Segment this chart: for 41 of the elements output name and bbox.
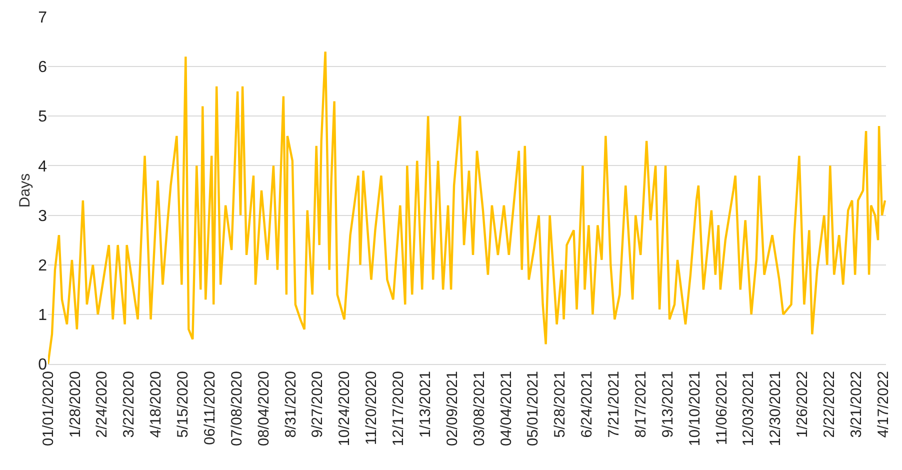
- x-tick-label: 3/22/2020: [120, 371, 138, 438]
- y-tick-label: 4: [38, 158, 48, 176]
- x-tick-label: 6/24/2021: [578, 371, 596, 438]
- y-axis-title: Days: [16, 173, 34, 208]
- x-tick-label: 4/17/2022: [874, 371, 892, 438]
- x-tick-label: 7/21/2021: [606, 371, 623, 438]
- y-tick-label: 2: [38, 257, 48, 274]
- x-tick-label: 12/30/2021: [767, 371, 784, 446]
- x-tick-label: 9/13/2021: [659, 371, 676, 438]
- x-tick-label: 1/26/2022: [794, 371, 812, 438]
- x-tick-label: 9/27/2020: [309, 371, 326, 438]
- x-tick-label: 5/15/2020: [174, 371, 192, 438]
- x-tick-label: 08/04/2020: [255, 371, 272, 446]
- x-tick-label: 8/31/2020: [282, 371, 300, 438]
- x-tick-label: 04/04/2021: [498, 371, 515, 446]
- y-tick-label: 3: [38, 208, 48, 225]
- x-tick-label: 11/06/2021: [713, 371, 730, 445]
- x-tick-label: 10/24/2020: [336, 371, 354, 446]
- x-tick-label: 01/01/2020: [40, 371, 57, 446]
- y-tick-label: 5: [38, 108, 48, 126]
- x-tick-label: 12/03/2021: [740, 371, 758, 446]
- x-tick-label: 1/28/2020: [66, 371, 84, 438]
- x-tick-label: 3/21/2022: [848, 371, 865, 438]
- x-tick-label: 2/24/2020: [94, 371, 111, 438]
- line-series: [48, 50, 886, 364]
- x-tick-label: 2/22/2022: [821, 371, 838, 438]
- x-tick-label: 02/09/2021: [444, 371, 461, 446]
- x-tick-label: 8/17/2021: [632, 371, 650, 438]
- x-tick-label: 5/28/2021: [552, 371, 569, 438]
- y-tick-label: 6: [38, 59, 48, 76]
- x-tick-label: 12/17/2020: [390, 371, 408, 446]
- y-tick-label: 1: [38, 307, 48, 324]
- x-tick-label: 4/18/2020: [148, 371, 165, 438]
- x-tick-label: 07/08/2020: [228, 371, 246, 446]
- x-tick-label: 10/10/2021: [686, 371, 704, 446]
- x-tick-label: 05/01/2021: [524, 371, 542, 446]
- x-tick-label: 06/11/2020: [201, 371, 218, 445]
- x-tick-label: 11/20/2020: [363, 371, 380, 445]
- y-tick-label: 7: [38, 10, 48, 27]
- x-tick-label: 1/13/2021: [416, 371, 434, 438]
- x-tick-label: 03/08/2021: [470, 371, 488, 446]
